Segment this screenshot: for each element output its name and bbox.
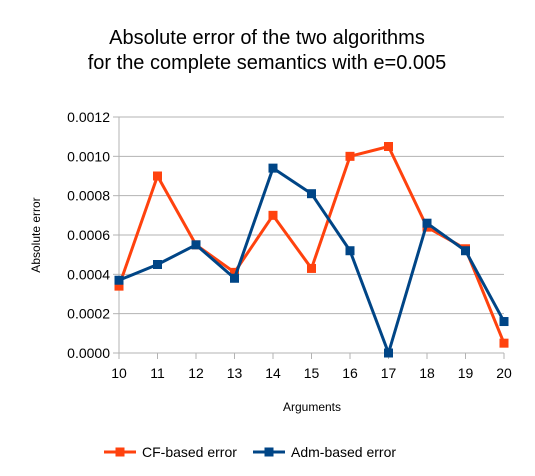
cf-based-data-point [345, 151, 355, 161]
adm-based-data-point [191, 240, 201, 250]
y-tick-label: 0.0006 [67, 227, 110, 243]
adm-based-data-point [114, 275, 124, 285]
cf-based-data-point [384, 142, 393, 151]
cf-based-data-point [268, 210, 278, 220]
legend: CF-based error Adm-based error [104, 444, 396, 460]
adm-based-data-point [461, 246, 470, 256]
adm-based-legend-marker [264, 447, 274, 457]
adm-based-data-point [230, 273, 239, 283]
x-tick-label: 14 [265, 365, 281, 381]
cf-based-data-point [307, 263, 316, 273]
adm-based-data-point [268, 163, 278, 173]
y-tick-label: 0.0000 [67, 345, 110, 361]
adm-based-data-point [384, 348, 393, 358]
adm-based-data-point [153, 260, 162, 269]
x-tick-label: 20 [496, 365, 512, 381]
adm-based-data-point [307, 189, 316, 199]
chart-title-line-1: Absolute error of the two algorithms [109, 27, 425, 49]
y-tick-label: 0.0004 [67, 266, 110, 282]
x-axis-label: Arguments [283, 400, 341, 414]
y-axis-label: Absolute error [29, 197, 43, 272]
y-tick-label: 0.0012 [67, 109, 110, 125]
cf-based-data-point [499, 338, 509, 348]
y-tick-label: 0.0010 [67, 148, 110, 164]
adm-based-data-point [499, 317, 509, 327]
cf-based-legend-label: CF-based error [142, 444, 237, 460]
adm-based-data-point [345, 246, 355, 256]
chart-title-line-2: for the complete semantics with e=0.005 [88, 52, 447, 74]
x-tick-label: 17 [381, 365, 397, 381]
y-tick-label: 0.0008 [67, 188, 110, 204]
cf-based-data-point [153, 171, 162, 181]
x-tick-label: 10 [111, 365, 127, 381]
cf-based-data-point [230, 267, 239, 277]
adm-based-data-point [422, 218, 432, 228]
axis-layer: 0.0000 0.0002 0.0004 0.0006 0.0008 0.0010 0.00… [67, 109, 512, 381]
x-tick-label: 16 [342, 365, 358, 381]
series-layer [114, 142, 509, 358]
x-tick-label: 18 [419, 365, 435, 381]
x-tick-label: 11 [150, 365, 165, 381]
x-tick-label: 15 [304, 365, 320, 381]
cf-based-legend-marker [115, 447, 125, 457]
y-tick-label: 0.0002 [67, 306, 110, 322]
x-tick-label: 13 [227, 365, 243, 381]
x-tick-label: 19 [458, 365, 474, 381]
x-tick-label: 12 [188, 365, 204, 381]
cf-based-data-point [114, 281, 124, 291]
adm-based-legend-label: Adm-based error [291, 444, 396, 460]
